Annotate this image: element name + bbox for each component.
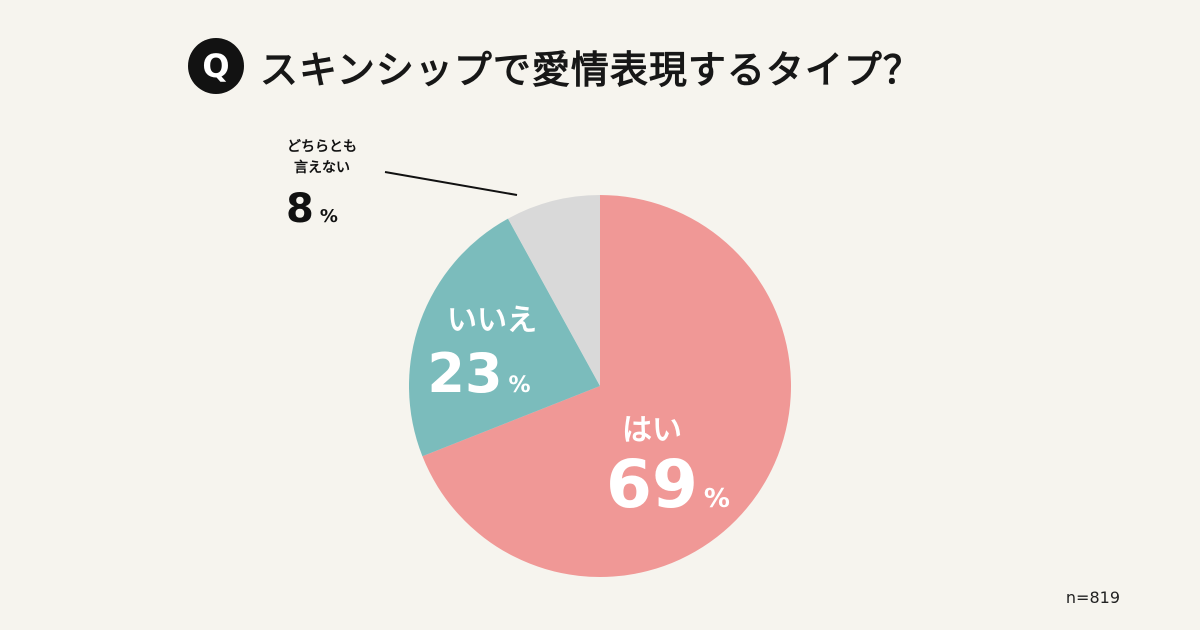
leader-line-neither xyxy=(384,171,518,196)
pie-slice-no xyxy=(408,218,600,457)
pie-slices xyxy=(408,195,791,577)
pie-slice-neither xyxy=(507,195,600,386)
q-badge-icon: Q xyxy=(188,38,244,94)
slice-value-neither: 8% xyxy=(286,186,338,232)
slice-label-neither-line-2: 言えない xyxy=(294,159,350,176)
slice-value-no: 23% xyxy=(427,342,530,405)
pie-slice-yes xyxy=(422,195,791,577)
sample-size: n=819 xyxy=(1065,588,1120,607)
slice-label-no: いいえ xyxy=(447,303,537,338)
chart-title: スキンシップで愛情表現するタイプ？ xyxy=(260,47,922,92)
slice-label-neither-line-1: どちらとも xyxy=(287,139,357,155)
question-header: Q スキンシップで愛情表現するタイプ？ xyxy=(188,38,922,94)
slice-value-yes: 69% xyxy=(606,446,730,523)
slice-label-yes: はい xyxy=(622,413,682,448)
